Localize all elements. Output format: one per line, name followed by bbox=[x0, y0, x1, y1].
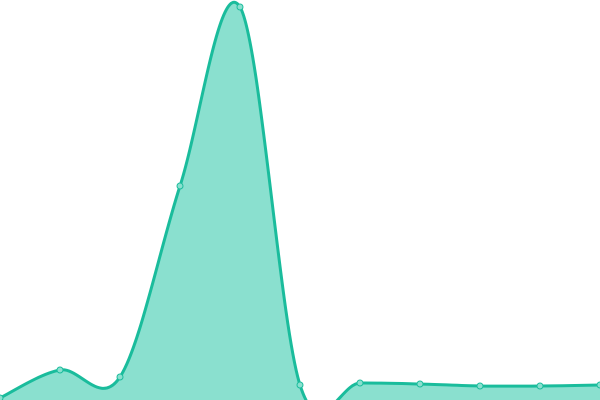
data-point-1 bbox=[56, 366, 64, 374]
data-point-0 bbox=[0, 394, 4, 400]
data-points bbox=[0, 3, 600, 400]
data-point-5 bbox=[296, 381, 304, 389]
data-point-2 bbox=[116, 373, 124, 381]
data-point-8 bbox=[476, 382, 484, 390]
data-point-9 bbox=[536, 382, 544, 390]
data-point-4 bbox=[236, 3, 244, 11]
data-point-7 bbox=[416, 380, 424, 388]
data-point-10 bbox=[596, 381, 600, 389]
data-point-6 bbox=[356, 379, 364, 387]
data-point-3 bbox=[176, 182, 184, 190]
